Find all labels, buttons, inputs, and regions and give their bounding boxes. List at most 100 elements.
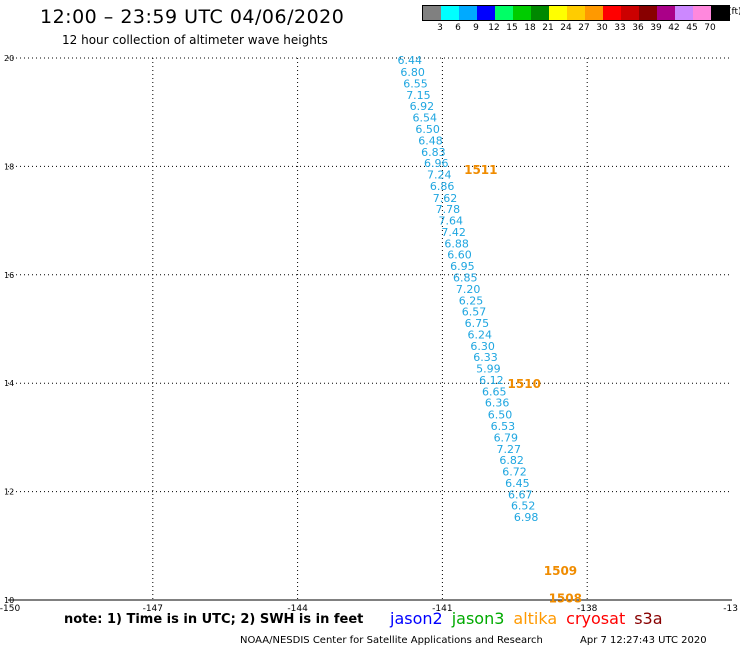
wave-height-label: 6.88 xyxy=(444,237,469,250)
wave-height-label: 6.95 xyxy=(450,260,475,273)
color-scale-cell xyxy=(549,6,567,20)
x-tick-label: -138 xyxy=(577,604,598,614)
color-scale-label: 6 xyxy=(455,23,461,33)
pass-time-label: 1511 xyxy=(464,163,497,177)
wave-height-label: 6.86 xyxy=(430,180,455,193)
wave-height-label: 6.75 xyxy=(465,317,490,330)
color-scale-cell xyxy=(657,6,675,20)
color-scale-label: 15 xyxy=(506,23,518,33)
legend-entry-jason3: jason3 xyxy=(451,609,505,628)
color-scale-cell xyxy=(495,6,513,20)
color-scale-label: 42 xyxy=(668,23,680,33)
wave-height-label: 6.60 xyxy=(447,249,472,262)
wave-height-label: 6.44 xyxy=(398,54,423,67)
color-scale-cell xyxy=(441,6,459,20)
wave-height-label: 7.64 xyxy=(439,215,464,228)
wave-height-label: 6.54 xyxy=(412,112,437,125)
color-scale-cell xyxy=(585,6,603,20)
legend-entry-s3a: s3a xyxy=(634,609,663,628)
wave-height-label: 7.24 xyxy=(427,169,452,182)
y-tick-label: 20 xyxy=(4,54,14,63)
color-scale-label: 3 xyxy=(437,23,443,33)
wave-height-label: 6.24 xyxy=(467,328,492,341)
color-scale-cell xyxy=(513,6,531,20)
color-scale-cell xyxy=(711,6,729,20)
x-tick-label: -147 xyxy=(143,604,163,614)
x-tick-label: -13 xyxy=(723,604,738,614)
y-tick-label: 10 xyxy=(4,596,14,605)
footer-timestamp: Apr 7 12:27:43 UTC 2020 xyxy=(580,635,707,646)
wave-height-label: 6.50 xyxy=(488,409,512,422)
wave-height-label: 6.72 xyxy=(502,466,527,479)
color-scale-label: 12 xyxy=(488,23,500,33)
wave-height-label: 6.83 xyxy=(421,146,446,159)
color-scale-cell xyxy=(477,6,495,20)
color-scale-label: 9 xyxy=(473,23,479,33)
wave-height-label: 6.30 xyxy=(470,340,495,353)
wave-height-label: 7.42 xyxy=(441,226,466,239)
color-scale-cell xyxy=(459,6,477,20)
wave-height-label: 6.53 xyxy=(491,420,515,433)
wave-height-label: 7.78 xyxy=(436,203,461,216)
legend-entry-altika: altika xyxy=(513,609,558,628)
x-tick-label: -150 xyxy=(0,604,20,614)
wave-height-label: 6.65 xyxy=(482,385,507,398)
wave-height-label: 6.25 xyxy=(459,294,484,307)
wave-height-label: 6.98 xyxy=(514,511,539,524)
footer-credit: NOAA/NESDIS Center for Satellite Applica… xyxy=(240,635,543,646)
wave-height-label: 7.15 xyxy=(406,89,431,102)
wave-height-label: 7.27 xyxy=(496,443,521,456)
wave-height-label: 5.99 xyxy=(476,363,501,376)
y-tick-label: 14 xyxy=(4,379,14,388)
color-scale-label: 45 xyxy=(686,23,698,33)
wave-height-label: 7.20 xyxy=(456,283,481,296)
color-scale-label: 24 xyxy=(560,23,572,33)
wave-height-label: 6.79 xyxy=(494,431,518,444)
color-scale-cell xyxy=(693,6,711,20)
pass-time-label: 1509 xyxy=(544,564,577,578)
wave-height-label: 6.82 xyxy=(499,454,524,467)
pass-time-label: 1508 xyxy=(549,591,582,605)
color-scale-cell xyxy=(603,6,621,20)
y-tick-label: 12 xyxy=(4,488,14,497)
color-scale-label: 39 xyxy=(650,23,662,33)
wave-height-label: 6.50 xyxy=(415,123,440,136)
color-scale-cell xyxy=(567,6,585,20)
color-scale-labels: 3 6 9 12 15 18 21 24 27 30 33 36 39 42 45 70 xyxy=(422,21,730,33)
chart-title: 12:00 – 23:59 UTC 04/06/2020 xyxy=(40,6,345,28)
color-scale-cell xyxy=(639,6,657,20)
wave-height-label: 6.67 xyxy=(508,488,533,501)
wave-height-label: 6.57 xyxy=(462,306,487,319)
wave-height-label: 6.48 xyxy=(418,134,443,147)
pass-time-label: 1510 xyxy=(508,377,541,391)
wave-height-label: 6.92 xyxy=(410,100,435,113)
color-scale-cell xyxy=(531,6,549,20)
y-tick-label: 16 xyxy=(4,271,14,280)
wave-height-label: 6.36 xyxy=(485,397,510,410)
wave-height-label: 6.80 xyxy=(400,66,425,79)
wave-height-label: 6.96 xyxy=(424,157,449,170)
color-scale-cell xyxy=(621,6,639,20)
y-tick-label: 18 xyxy=(4,162,14,171)
wave-height-label: 6.45 xyxy=(505,477,530,490)
wave-height-label: 6.33 xyxy=(473,351,498,364)
x-tick-label: -141 xyxy=(432,604,452,614)
color-scale-cells xyxy=(422,5,730,21)
wave-height-label: 6.12 xyxy=(479,374,504,387)
wave-height-label: 6.52 xyxy=(511,500,536,513)
color-scale-label: 36 xyxy=(632,23,644,33)
color-scale-label: 33 xyxy=(614,23,626,33)
wave-height-label: 6.55 xyxy=(403,77,428,90)
wave-height-label: 7.62 xyxy=(433,192,458,205)
color-scale-cell xyxy=(423,6,441,20)
color-scale-label: 70 xyxy=(704,23,716,33)
color-scale-label: 18 xyxy=(524,23,536,33)
footer-note: note: 1) Time is in UTC; 2) SWH is in fe… xyxy=(64,612,364,627)
legend-entry-cryosat: cryosat xyxy=(566,609,626,628)
color-scale-label: 30 xyxy=(596,23,608,33)
x-tick-label: -144 xyxy=(287,604,308,614)
color-scale-cell xyxy=(675,6,693,20)
chart-subtitle: 12 hour collection of altimeter wave hei… xyxy=(62,33,328,47)
